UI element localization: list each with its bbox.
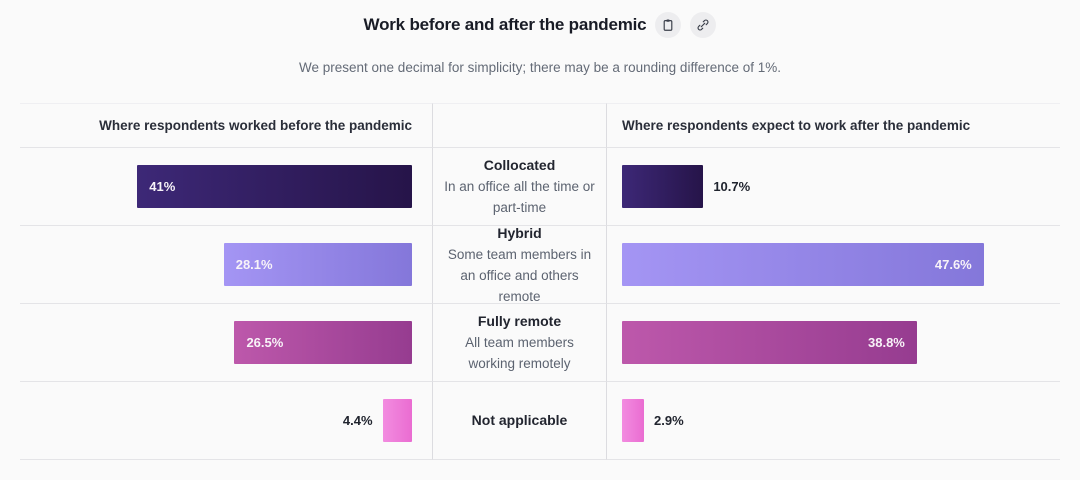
before-bar-value: 28.1% [235,257,273,272]
before-column-header: Where respondents worked before the pand… [20,103,432,148]
after-bar-cell-hybrid: 47.6% [607,226,1060,304]
before-bar-hybrid[interactable]: 28.1% [223,243,412,286]
category-cell-hybrid: Hybrid Some team members in an office and… [432,224,607,304]
after-bar-value: 38.8% [868,335,905,350]
after-column-header: Where respondents expect to work after t… [607,103,1060,148]
category-description: All team members working remotely [465,335,574,371]
category-description: In an office all the time or part-time [444,179,595,215]
before-bar-value: 41% [149,179,176,194]
before-bar-not-applicable[interactable] [382,399,412,442]
copy-button[interactable] [655,12,682,38]
after-bar-value: 47.6% [934,257,972,272]
category-column-header [432,103,607,148]
after-bar-value: 10.7% [713,179,751,194]
before-bar-value: 26.5% [246,335,284,350]
link-icon [697,19,709,31]
before-bar-cell-collocated: 41% [20,148,432,226]
after-bar-not-applicable[interactable] [622,399,645,442]
category-cell-collocated: Collocated In an office all the time or p… [432,148,607,226]
category-cell-fully-remote: Fully remote All team members working rem… [432,304,607,382]
before-bar-collocated[interactable]: 41% [137,165,412,208]
after-bar-cell-collocated: 10.7% [607,148,1060,226]
share-link-button[interactable] [690,12,717,38]
after-bar-value: 2.9% [654,413,684,428]
before-bar-cell-hybrid: 28.1% [20,226,432,304]
category-label-hybrid: Hybrid [497,224,542,241]
category-label-fully-remote: Fully remote [477,313,562,329]
page-title: Work before and after the pandemic [363,15,647,34]
after-bar-hybrid[interactable]: 47.6% [622,243,984,286]
category-description: Some team members in an office and other… [447,246,592,304]
category-label-not-applicable: Not applicable [471,412,568,428]
before-bar-cell-fully-remote: 26.5% [20,304,432,382]
before-bar-fully-remote[interactable]: 26.5% [234,321,412,364]
after-bar-cell-fully-remote: 38.8% [607,304,1060,382]
category-cell-not-applicable: Not applicable [432,382,607,460]
before-bar-value: 4.4% [342,413,373,428]
category-label-collocated: Collocated [483,157,556,173]
after-bar-collocated[interactable] [622,165,704,208]
comparison-table: Where respondents worked before the pand… [20,103,1060,460]
before-bar-cell-not-applicable: 4.4% [20,382,432,460]
after-bar-fully-remote[interactable]: 38.8% [622,321,917,364]
title-row: Work before and after the pandemic [0,0,1080,38]
after-bar-cell-not-applicable: 2.9% [607,382,1060,460]
chart-subtitle: We present one decimal for simplicity; t… [299,60,781,75]
clipboard-icon [664,19,673,31]
